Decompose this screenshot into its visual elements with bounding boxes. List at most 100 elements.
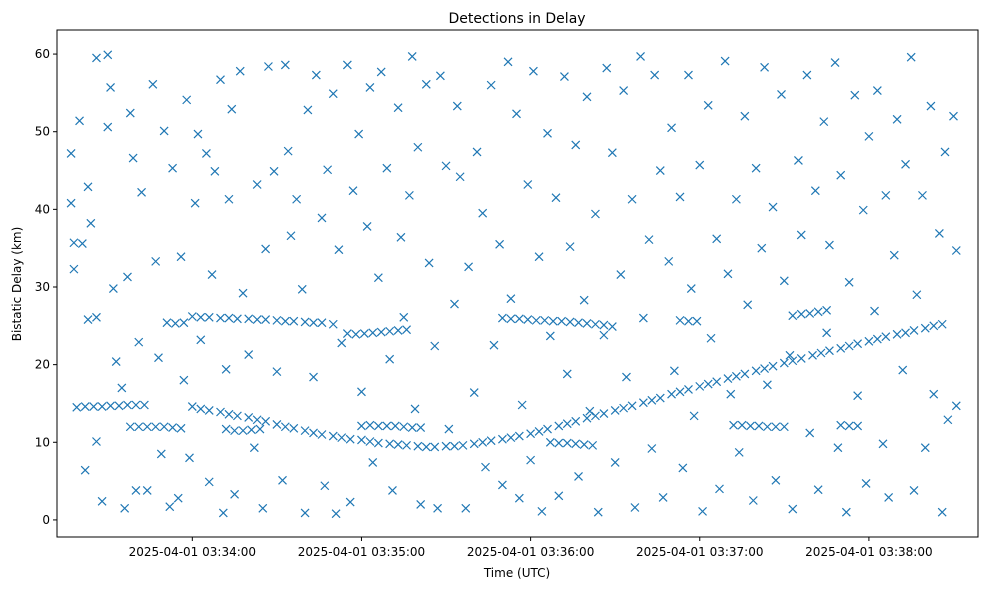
data-point <box>458 440 468 450</box>
data-point <box>407 51 417 61</box>
data-point <box>571 140 581 150</box>
data-point <box>75 116 84 126</box>
data-point <box>740 111 750 121</box>
data-point <box>574 472 583 481</box>
data-point <box>416 499 426 509</box>
data-point <box>444 424 454 434</box>
data-point <box>83 182 93 192</box>
data-point <box>833 443 843 453</box>
data-point <box>478 437 488 447</box>
data-point <box>844 341 854 351</box>
data-point <box>537 506 547 516</box>
data-point <box>261 416 271 426</box>
data-point <box>607 322 617 332</box>
data-point <box>373 438 383 448</box>
data-point <box>743 300 753 310</box>
data-point <box>523 315 533 325</box>
data-point <box>647 444 657 453</box>
data-point <box>534 426 544 436</box>
data-point <box>382 163 392 173</box>
data-point <box>540 315 550 325</box>
data-point <box>137 187 146 197</box>
data-point <box>870 306 879 316</box>
data-point <box>557 316 567 326</box>
data-point <box>80 402 90 411</box>
data-point <box>949 111 958 121</box>
data-point <box>106 83 115 92</box>
data-point <box>757 243 767 253</box>
data-point <box>514 314 524 324</box>
data-point <box>844 277 854 287</box>
data-point <box>244 413 254 422</box>
data-point <box>805 308 815 318</box>
data-point <box>309 372 318 382</box>
data-point <box>819 117 829 127</box>
data-point <box>898 365 908 375</box>
data-point <box>272 419 282 429</box>
data-point <box>264 62 273 71</box>
data-point <box>737 420 747 430</box>
data-point <box>768 202 778 212</box>
data-point <box>196 312 206 322</box>
data-point <box>283 146 293 156</box>
data-point <box>410 404 420 414</box>
data-point <box>929 321 939 331</box>
data-point <box>289 423 299 433</box>
data-point <box>170 319 180 328</box>
data-point <box>168 423 178 432</box>
data-point <box>836 170 846 180</box>
data-point <box>830 58 840 68</box>
data-point <box>416 423 426 432</box>
data-point <box>365 420 375 430</box>
data-point <box>168 163 178 173</box>
data-point <box>373 421 383 431</box>
data-point <box>106 401 115 411</box>
data-point <box>841 507 851 517</box>
data-point <box>650 70 660 80</box>
data-point <box>912 290 922 300</box>
data-point <box>72 402 82 412</box>
data-point <box>280 422 290 432</box>
data-point <box>622 372 631 382</box>
data-point <box>385 326 395 336</box>
data-point <box>469 388 479 398</box>
data-point <box>836 420 846 430</box>
data-point <box>607 148 617 158</box>
data-point <box>190 198 200 208</box>
data-point <box>216 75 225 85</box>
data-point <box>497 480 507 490</box>
data-point <box>297 284 307 294</box>
data-point <box>176 423 186 433</box>
data-point <box>689 411 699 421</box>
data-point <box>884 492 894 502</box>
data-point <box>779 422 789 432</box>
data-point <box>889 250 899 260</box>
data-point <box>77 239 87 248</box>
data-point <box>760 364 770 373</box>
data-point <box>506 433 516 443</box>
data-point <box>591 209 600 219</box>
data-point <box>864 131 874 141</box>
data-point <box>227 104 237 114</box>
data-point <box>232 314 242 324</box>
data-point <box>695 160 705 170</box>
y-tick-label: 30 <box>35 280 50 294</box>
data-point <box>278 475 287 485</box>
data-point <box>337 433 347 443</box>
data-point <box>393 326 403 335</box>
data-point <box>210 166 220 176</box>
data-point <box>901 159 910 169</box>
data-point <box>441 441 451 451</box>
data-point <box>802 70 812 80</box>
data-point <box>139 400 149 410</box>
data-point <box>686 284 696 293</box>
data-point <box>638 398 648 408</box>
data-point <box>929 389 939 399</box>
data-point <box>918 190 927 200</box>
data-point <box>396 232 406 242</box>
data-point <box>627 401 637 411</box>
data-point <box>760 62 770 72</box>
data-point <box>261 315 271 325</box>
data-point <box>154 353 163 363</box>
data-point <box>512 109 521 119</box>
